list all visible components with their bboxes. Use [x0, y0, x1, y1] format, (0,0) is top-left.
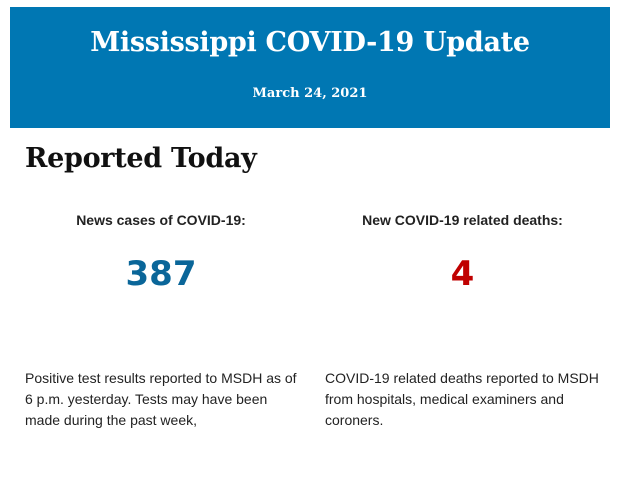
page-title: Mississippi COVID-19 Update: [90, 27, 530, 58]
new-cases-label: News cases of COVID-19:: [76, 212, 246, 228]
new-deaths-panel: New COVID-19 related deaths: 4 COVID-19 …: [325, 212, 600, 431]
new-cases-description: Positive test results reported to MSDH a…: [25, 370, 297, 428]
section-title: Reported Today: [25, 143, 257, 174]
new-cases-panel: News cases of COVID-19: 387 Positive tes…: [25, 212, 300, 431]
report-date: March 24, 2021: [252, 86, 368, 101]
header-banner: Mississippi COVID-19 Update March 24, 20…: [10, 7, 610, 128]
new-deaths-label: New COVID-19 related deaths:: [362, 212, 563, 228]
new-deaths-value: 4: [450, 254, 475, 294]
new-cases-value: 387: [125, 254, 197, 294]
new-deaths-description: COVID-19 related deaths reported to MSDH…: [325, 370, 599, 428]
